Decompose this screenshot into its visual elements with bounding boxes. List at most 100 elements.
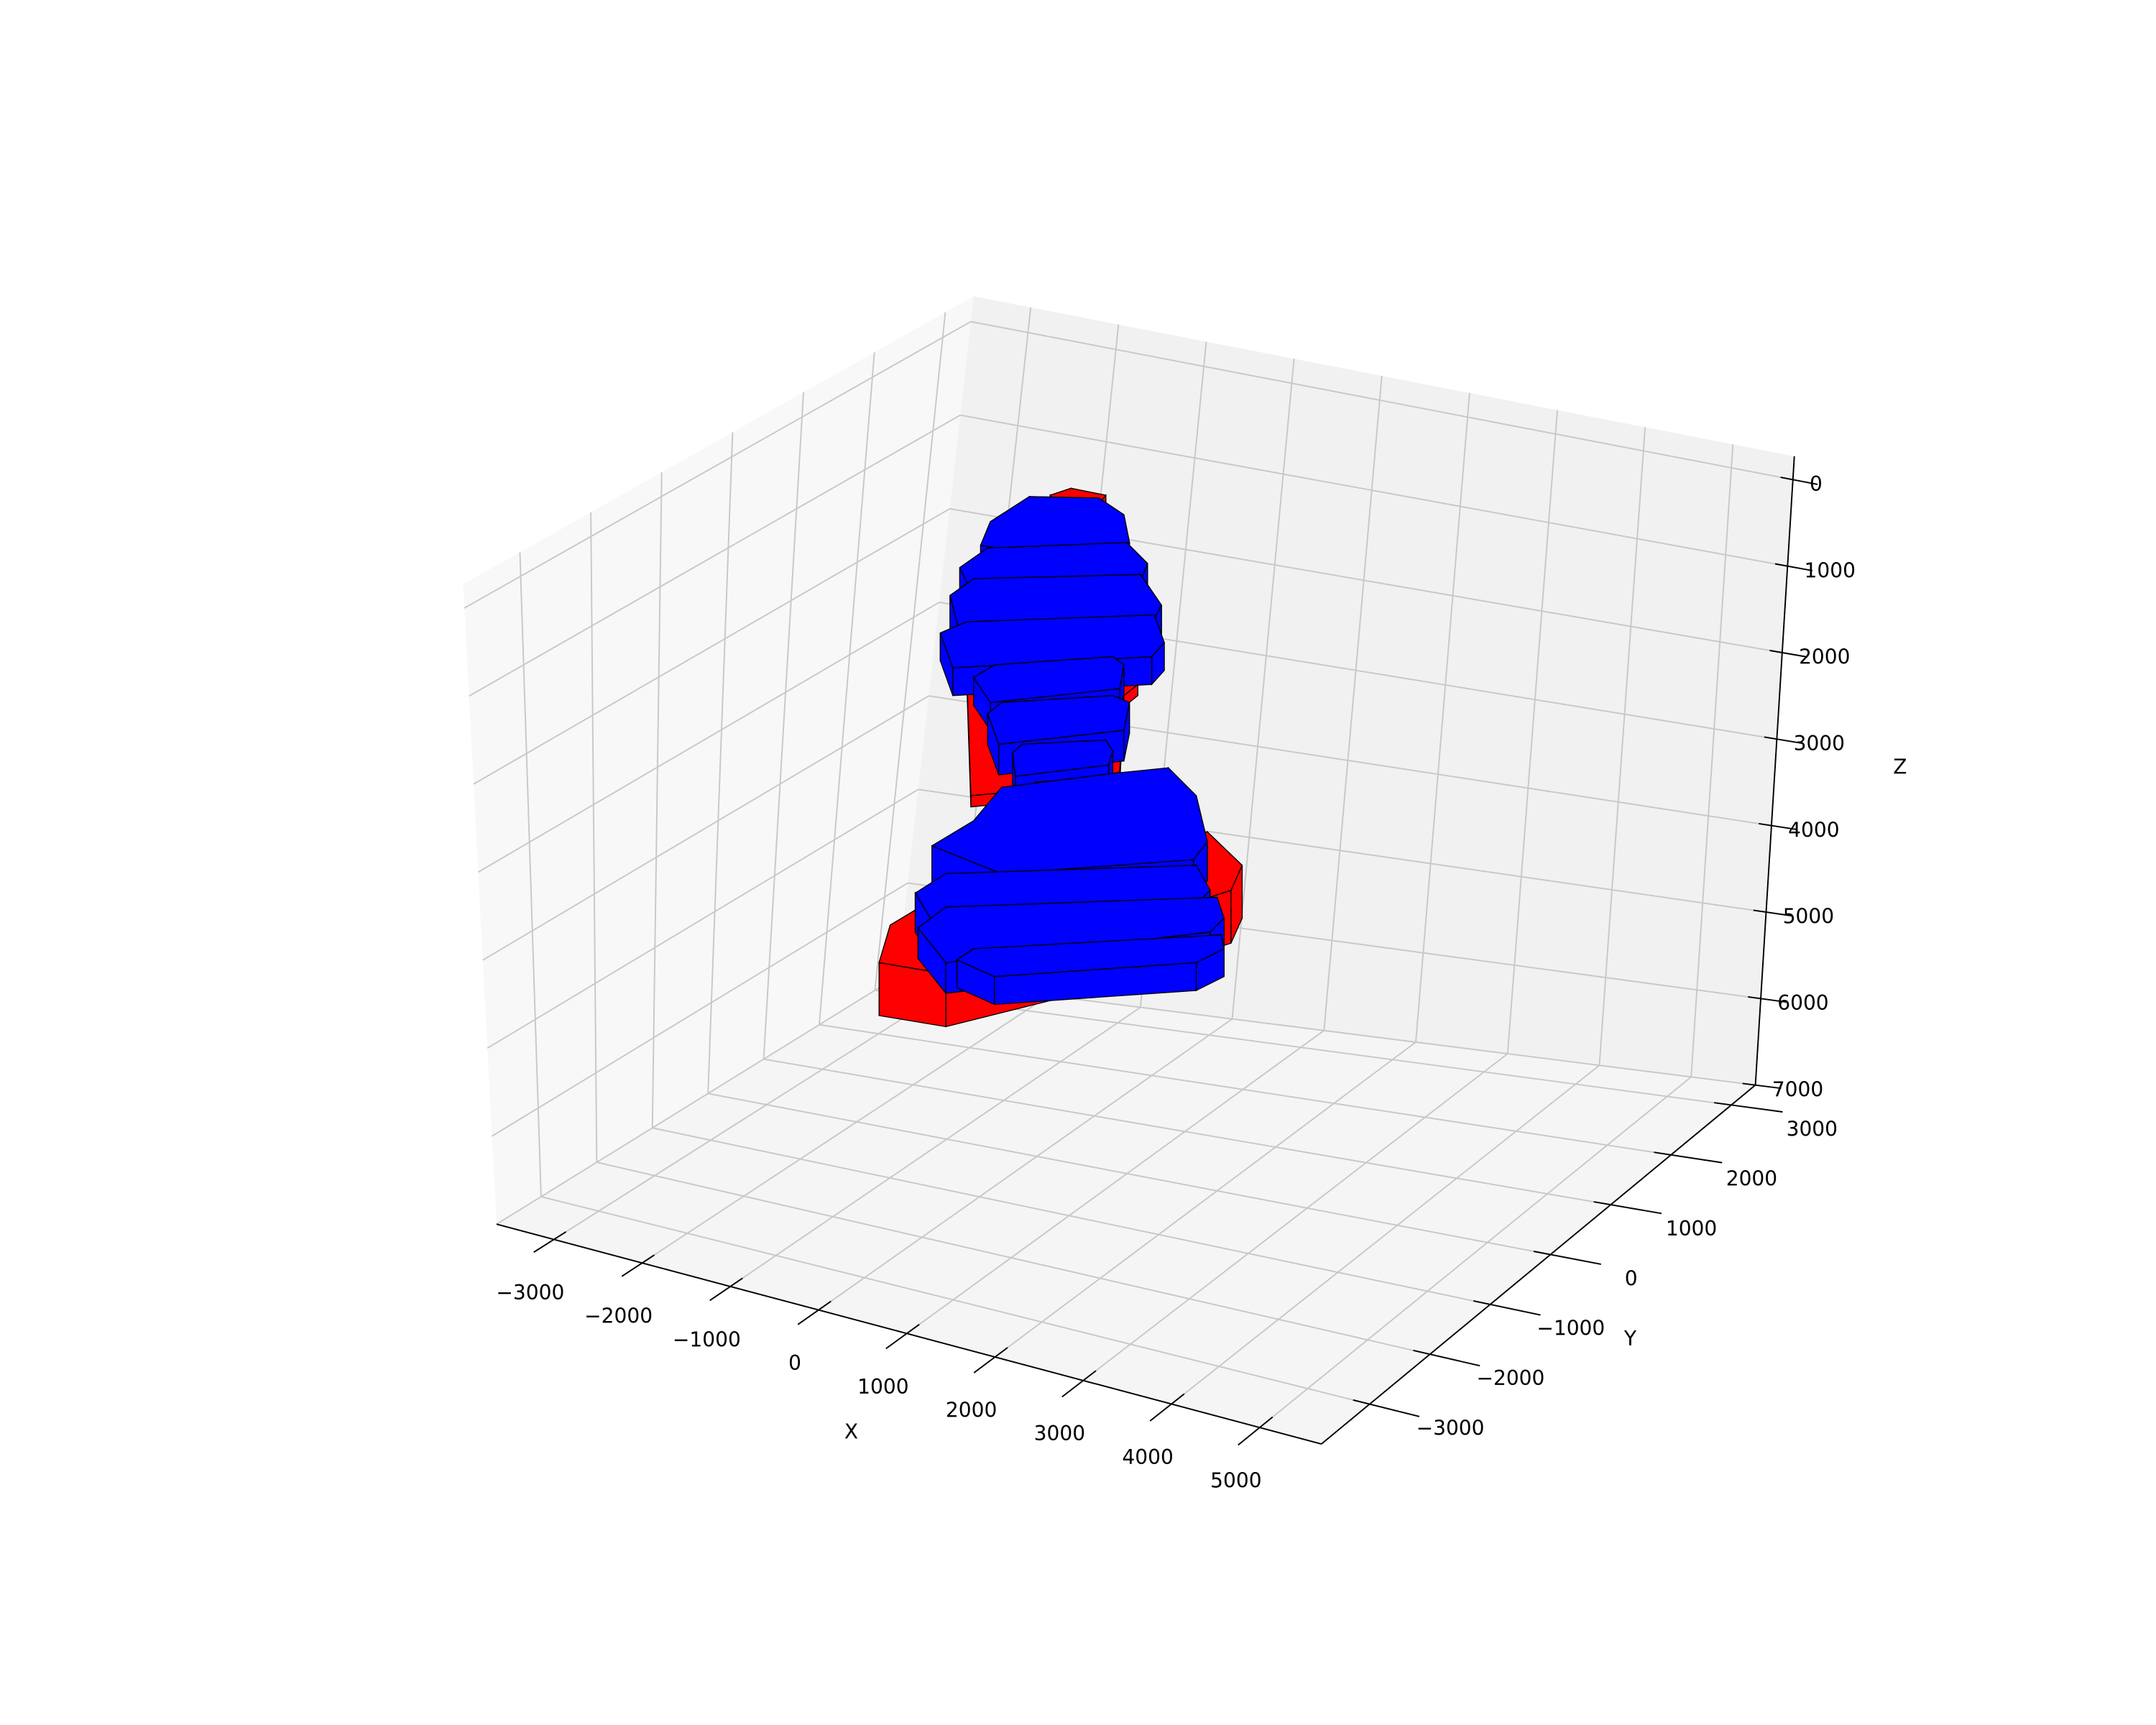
z-tick-label: 0 [1810,472,1823,496]
grid-line [473,507,951,785]
grid-line [763,392,805,1059]
grid-line [818,1018,1233,1311]
y-tick-label: 3000 [1787,1117,1838,1141]
y-tick [1353,1399,1420,1417]
y-tick [1593,1201,1662,1215]
z-tick-label: 7000 [1772,1077,1823,1101]
grid-line [652,1127,1491,1305]
x-tick-label: 5000 [1210,1469,1261,1493]
grid-line [1259,1076,1692,1428]
grid-line [875,989,1732,1106]
y-tick [1654,1151,1723,1164]
grid-line [729,1006,1141,1287]
z-tick-label: 4000 [1788,818,1839,842]
x-tick [1061,1370,1097,1398]
z-tick-label: 5000 [1783,905,1834,929]
x-tick [885,1323,920,1350]
x-tick-label: −1000 [673,1328,741,1351]
grid-line [1690,444,1734,1077]
blue-body-top [972,656,1125,704]
blue-body-top [956,934,1225,978]
y-tick-label: −2000 [1476,1366,1544,1390]
x-tick-label: 0 [788,1351,801,1375]
grid-line [819,1024,1672,1156]
y-tick-label: −3000 [1416,1416,1485,1440]
x-tick [621,1254,655,1277]
x-tick-label: 3000 [1034,1422,1085,1445]
z-tick [1780,477,1818,485]
grid-line [1506,410,1558,1054]
y-axis-label: Y [1623,1327,1637,1351]
grid-line [540,1196,1370,1405]
grid-line [477,602,940,873]
x-tick [1149,1393,1185,1422]
grid-line [553,983,957,1241]
z-tick [1742,1082,1782,1090]
grid-line [590,512,598,1163]
x-tick [973,1347,1008,1374]
z-axis-label: Z [1893,755,1907,778]
grid-line [469,414,961,697]
z-tick [1753,909,1792,917]
y-tick-label: 2000 [1726,1167,1777,1191]
z-tick [1769,650,1807,658]
grid-line [596,1162,1430,1356]
z-tick-label: 1000 [1805,558,1856,582]
grid-line [1171,1064,1600,1405]
grid-line [970,321,1793,481]
grid-line [960,414,1788,567]
blue-body-top [917,896,1225,964]
grid-line [651,472,663,1128]
grid-line [1598,427,1646,1066]
grid-line [1082,1053,1508,1381]
y-tick [1473,1300,1541,1316]
blue-body-top [931,767,1208,875]
x-tick-label: −2000 [584,1305,653,1328]
z-tick-label: 3000 [1794,732,1845,755]
blue-body-top [1012,739,1114,777]
grid-line [763,1058,1611,1206]
y-tick [1413,1349,1480,1367]
grid-line [641,995,1049,1264]
z-tick-label: 6000 [1777,991,1828,1015]
bodies [878,487,1243,1028]
grid-line [482,695,929,961]
x-axis-line [496,1223,1322,1445]
z-axis-line [1754,456,1795,1085]
z-tick [1764,736,1802,745]
panes [463,296,1795,1445]
grid-line [1415,392,1470,1043]
grid-line [906,1030,1325,1335]
blue-body-top [987,695,1130,745]
grid-line [464,321,972,609]
grid-line [1323,375,1383,1031]
blue-body-top [939,614,1165,668]
z-tick [1748,995,1787,1003]
x-tick [533,1231,567,1254]
y-tick-label: 0 [1625,1266,1638,1290]
grid-line [707,1092,1551,1256]
floor-pane [496,976,1756,1445]
grid-line [874,312,946,990]
x-tick-label: 4000 [1122,1445,1173,1469]
y-axis-line [1321,1084,1756,1445]
grid-line [492,882,908,1137]
grid-line [487,788,919,1049]
z-tick [1774,563,1813,571]
x-tick [709,1277,743,1302]
x-tick-label: 2000 [946,1399,997,1422]
y-tick-label: 1000 [1666,1217,1717,1241]
axes: −3000 −2000 −1000 0 1000 2000 3000 4000 5000 −300… [496,456,1856,1493]
x-tick [1238,1416,1273,1446]
grid-line [994,1041,1416,1358]
z-tick [1759,823,1797,831]
x-tick [797,1300,831,1325]
y-tick [1714,1102,1783,1113]
x-tick-label: 1000 [857,1375,908,1399]
z-tick-label: 2000 [1799,645,1850,669]
grid-line [519,552,542,1197]
x-axis-label: X [844,1420,858,1444]
grid-line [496,975,898,1225]
